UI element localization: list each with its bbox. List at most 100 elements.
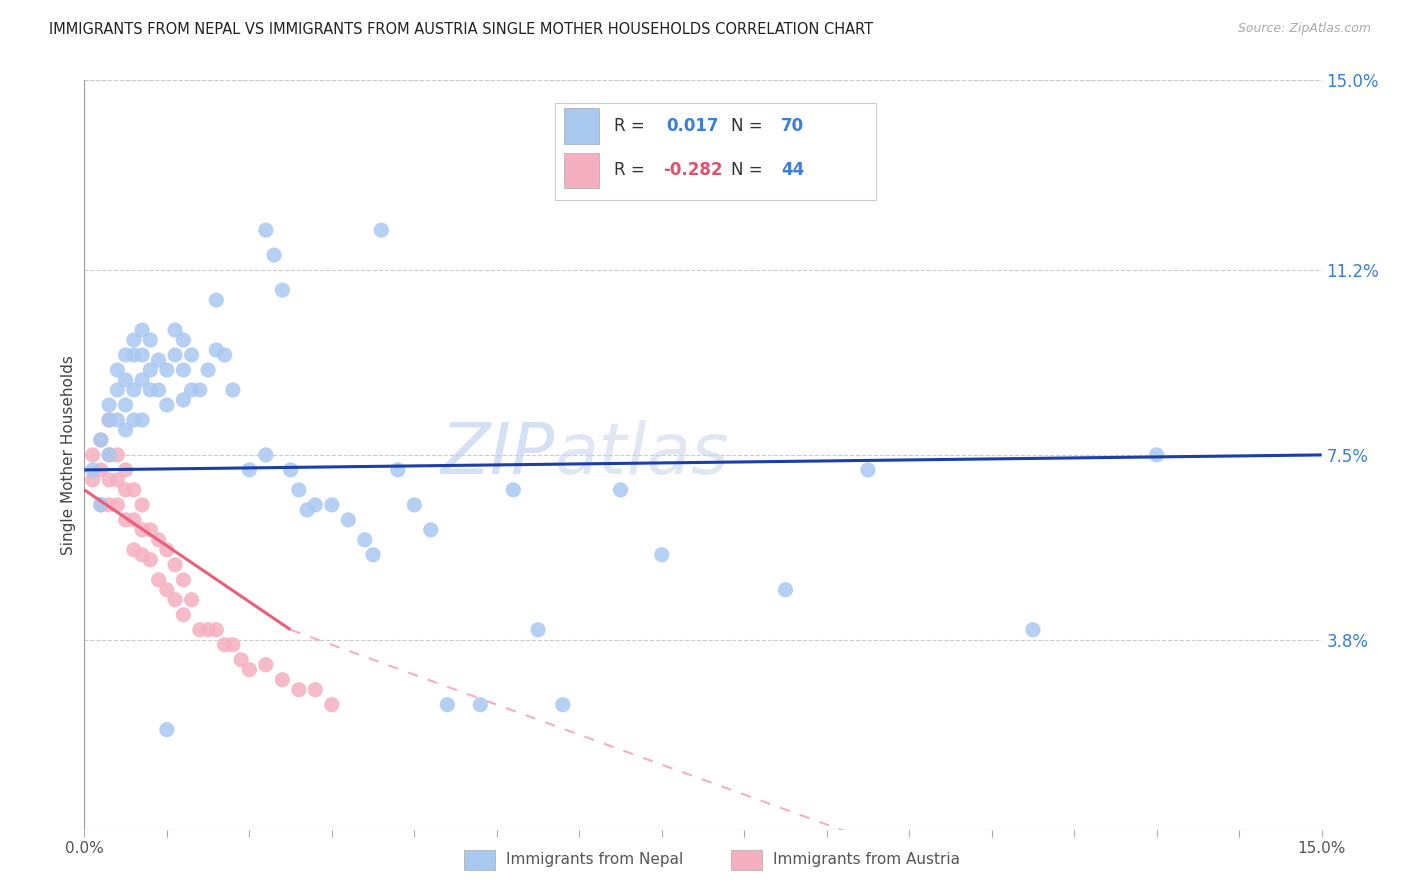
Point [90,498,112,512]
Point [254,448,277,462]
Point [105,498,128,512]
Point [139,523,162,537]
Y-axis label: Single Mother Households: Single Mother Households [60,355,76,555]
Bar [564,153,599,188]
Point [214,638,236,652]
Point [148,353,170,368]
Point [131,548,153,562]
Text: ZIP: ZIP [440,420,554,490]
Point [280,463,302,477]
Point [90,463,112,477]
Text: atlas: atlas [554,420,730,490]
Point [527,623,550,637]
Point [148,573,170,587]
Point [304,498,326,512]
Point [114,398,136,412]
Point [139,383,162,397]
Point [90,498,112,512]
Point [172,392,194,407]
Point [254,657,277,672]
Point [139,363,162,377]
Point [98,448,121,462]
Text: 44: 44 [780,161,804,179]
Point [238,463,260,477]
Point [131,498,153,512]
Point [156,542,179,557]
Point [419,523,441,537]
Text: R =: R = [614,161,650,179]
Point [131,373,153,387]
Point [288,483,311,497]
Point [229,653,252,667]
Point [165,592,187,607]
Point [370,223,392,237]
Point [148,533,170,547]
Point [180,348,202,362]
Point [775,582,797,597]
Point [263,248,285,262]
Point [114,513,136,527]
Point [165,323,187,337]
Text: Immigrants from Austria: Immigrants from Austria [773,853,960,867]
Point [131,348,153,362]
Point [1146,448,1168,462]
Point [105,473,128,487]
Point [188,623,211,637]
Text: 70: 70 [780,117,804,135]
Point [98,498,121,512]
Point [404,498,426,512]
Point [156,363,179,377]
Point [205,623,228,637]
Point [156,582,179,597]
Point [387,463,409,477]
Point [98,473,121,487]
Point [98,413,121,427]
Point [1022,623,1045,637]
Point [139,333,162,347]
Point [131,323,153,337]
Point [105,363,128,377]
Point [131,413,153,427]
Point [337,513,360,527]
Text: Source: ZipAtlas.com: Source: ZipAtlas.com [1237,22,1371,36]
Text: IMMIGRANTS FROM NEPAL VS IMMIGRANTS FROM AUSTRIA SINGLE MOTHER HOUSEHOLDS CORREL: IMMIGRANTS FROM NEPAL VS IMMIGRANTS FROM… [49,22,873,37]
Point [105,448,128,462]
Point [131,523,153,537]
Point [122,413,145,427]
Point [172,363,194,377]
Point [180,592,202,607]
Text: N =: N = [731,117,763,135]
Point [304,682,326,697]
Point [180,383,202,397]
Point [254,223,277,237]
Text: R =: R = [614,117,650,135]
Point [271,283,294,297]
Point [165,558,187,572]
Point [82,473,104,487]
Point [148,383,170,397]
Point [105,413,128,427]
Point [90,433,112,447]
Point [205,293,228,307]
Point [90,433,112,447]
Point [856,463,879,477]
Point [361,548,384,562]
Point [470,698,492,712]
Point [98,398,121,412]
Point [609,483,631,497]
Point [502,483,524,497]
Point [114,348,136,362]
Point [114,483,136,497]
Point [165,348,187,362]
Bar [564,108,599,144]
Point [122,513,145,527]
Text: -0.282: -0.282 [664,161,723,179]
Point [156,398,179,412]
Point [105,383,128,397]
Point [651,548,673,562]
Point [222,383,245,397]
Text: N =: N = [731,161,763,179]
Point [82,463,104,477]
Point [188,383,211,397]
Point [288,682,311,697]
